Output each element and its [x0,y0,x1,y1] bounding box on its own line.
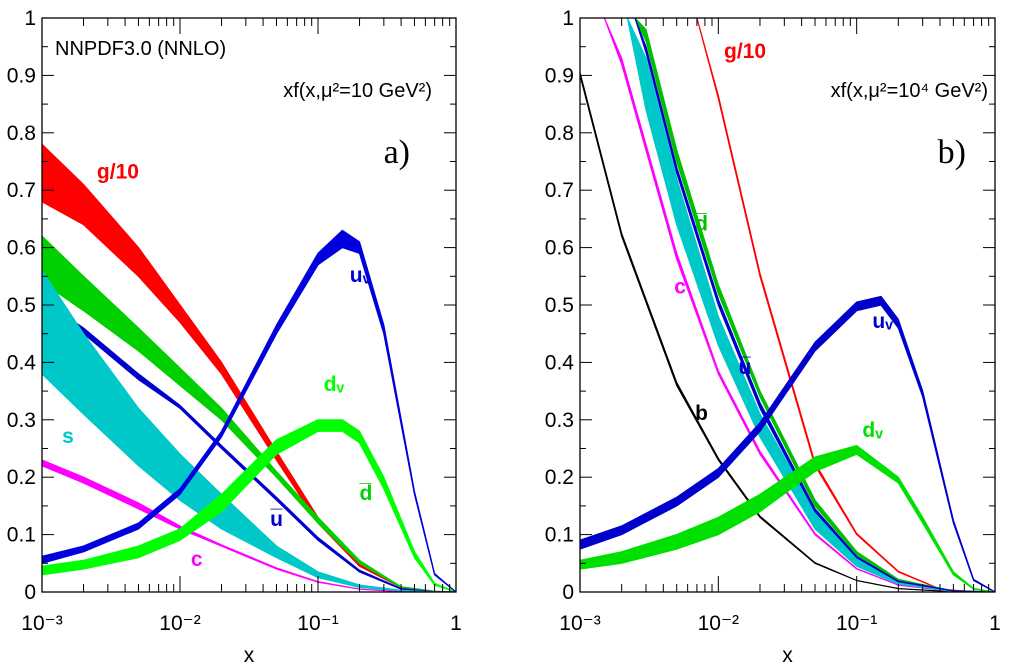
y-tick-label: 0.6 [7,237,36,260]
series-label-4: s [650,103,662,126]
series-label-5: c [191,548,203,571]
x-axis-label: x [244,644,255,666]
series-label-1: g/10 [97,161,139,184]
y-tick-label: 0.5 [7,294,36,317]
series-label-5: d̅ [694,212,708,235]
x-tick-label: 10⁻¹ [836,612,877,635]
series-label-6: dᵥ [324,373,345,396]
series-label-4: s [62,425,74,448]
y-tick-label: 0.6 [545,237,574,260]
panel-a-chart: g/10 d̅ u̅ s c dᵥ uᵥ 0 0.1 0.2 0.3 0.4 0.5 0.6 0.7 0.8 0… [7,7,462,666]
series-label-3: u̅ [270,508,283,531]
y-tick-label: 0.2 [545,466,574,489]
x-tick-label: 10⁻³ [559,612,600,635]
series-label-2: b [695,402,708,425]
y-tick-label: 1 [24,7,36,30]
x-axis-label: x [782,644,793,666]
y-tick-label: 0 [24,581,36,604]
y-tick-label: 0.3 [7,409,36,432]
series-band-s [626,18,995,592]
panel-b-tag: b) [938,134,966,171]
x-tick-label: 10⁻³ [21,612,62,635]
y-tick-label: 0.3 [545,409,574,432]
y-tick-label: 0.8 [545,122,574,145]
panel-a-tag: a) [384,134,410,171]
series-band-dbar [634,18,995,592]
y-tick-label: 0.1 [7,524,36,547]
series-band-dv [580,445,995,592]
series-label-7: uᵥ [350,264,371,287]
panel-b-scale-label: xf(x,μ²=10⁴ GeV²) [831,80,988,102]
panel-b-bands [580,18,995,592]
y-tick-label: 0.9 [7,64,36,87]
series-band-c [42,459,456,592]
y-tick-label: 0.9 [545,64,574,87]
y-tick-label: 0.2 [7,466,36,489]
x-tick-label: 10⁻² [159,612,200,635]
series-label-7: dᵥ [862,419,883,442]
x-tick-label: 1 [450,612,462,635]
panel-a-title: NNPDF3.0 (NNLO) [55,38,226,60]
series-band-g-10 [696,18,995,592]
y-tick-label: 0.8 [7,122,36,145]
series-label-6: u̅ [738,356,751,379]
series-band-ubar [634,18,995,592]
series-band-uv [42,229,456,592]
series-band-uv [580,295,995,592]
y-tick-label: 1 [562,7,574,30]
y-tick-label: 0.5 [545,294,574,317]
y-tick-label: 0.1 [545,524,574,547]
y-tick-label: 0.7 [7,179,36,202]
panel-a-bands [42,143,456,592]
plot-frame [579,17,996,593]
x-tick-label: 1 [989,612,1001,635]
y-tick-label: 0 [562,581,574,604]
series-label-1: g/10 [724,40,766,63]
y-tick-label: 0.7 [545,179,574,202]
series-band-c [603,18,995,592]
series-label-2: d̅ [358,482,372,505]
series-band-b [580,71,995,592]
panel-b-chart: g/10 b c s d̅ u̅ dᵥ uᵥ 0 0.1 0.2 0.3 0.4 0.5 0.6 0.7 0.8… [545,7,1001,666]
y-tick-label: 0.4 [545,351,575,374]
series-band-dv [42,419,456,592]
y-tick-label: 0.4 [7,351,37,374]
panel-a-scale-label: xf(x,μ²=10 GeV²) [283,80,432,102]
series-label-3: c [674,276,686,299]
x-tick-label: 10⁻¹ [297,612,338,635]
x-tick-label: 10⁻² [698,612,739,635]
series-label-8: uᵥ [872,310,893,333]
